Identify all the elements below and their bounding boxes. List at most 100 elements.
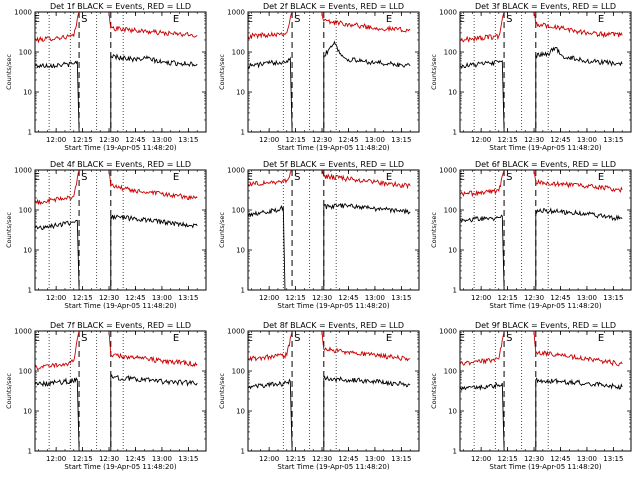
chart-title: Det 6f BLACK = Events, RED = LLD — [475, 160, 616, 169]
y-tick-label: 1000 — [14, 167, 32, 175]
chart-panel: Det 9f BLACK = Events, RED = LLD 1 10 100 10… — [430, 321, 632, 471]
y-tick-label: 1 — [453, 448, 457, 456]
y-axis-label: Counts/sec — [218, 373, 226, 409]
y-tick-label: 100 — [444, 207, 457, 215]
y-tick-label: 100 — [19, 368, 32, 376]
series-group — [35, 170, 198, 290]
phase-marker-label: E — [173, 172, 179, 183]
series-group — [248, 12, 411, 132]
lld-series-line — [35, 12, 198, 44]
y-tick-label: 1 — [241, 129, 245, 137]
x-tick-label: 13:00 — [577, 294, 597, 302]
events-series-line — [35, 53, 198, 132]
x-axis-label: Start Time (19-Apr-05 11:48:20) — [64, 463, 176, 471]
phase-marker-label: S — [81, 172, 87, 183]
plot-frame — [247, 11, 420, 133]
phase-marker-label: E — [386, 14, 392, 25]
lld-series-line — [35, 331, 198, 371]
x-tick-label: 12:15 — [73, 136, 93, 144]
x-axis-label: Start Time (19-Apr-05 11:48:20) — [489, 144, 601, 152]
x-tick-label: 12:45 — [125, 136, 145, 144]
x-tick-label: 13:15 — [391, 294, 411, 302]
x-tick-label: 13:15 — [391, 455, 411, 463]
phase-marker-label: E — [247, 14, 253, 25]
chart-title: Det 4f BLACK = Events, RED = LLD — [50, 160, 191, 169]
x-tick-label: 13:15 — [178, 294, 198, 302]
lld-series-line — [35, 170, 198, 206]
y-tick-label: 100 — [444, 49, 457, 57]
series-group — [460, 331, 623, 451]
y-tick-label: 1000 — [227, 9, 245, 17]
x-tick-label: 12:30 — [312, 294, 332, 302]
phase-marker-label: E — [598, 14, 604, 25]
plot-frame — [459, 11, 632, 133]
x-tick-label: 12:00 — [259, 136, 279, 144]
x-tick-label: 12:00 — [259, 455, 279, 463]
y-tick-label: 1 — [453, 129, 457, 137]
phase-marker-label: E — [386, 172, 392, 183]
y-tick-label: 100 — [232, 207, 245, 215]
y-axis-label: Counts/sec — [218, 212, 226, 248]
x-tick-label: 12:45 — [338, 136, 358, 144]
plot-frame — [247, 169, 420, 291]
y-axis-label: Counts/sec — [218, 54, 226, 90]
plot-frame — [247, 330, 420, 452]
y-tick-label: 100 — [232, 368, 245, 376]
x-tick-label: 12:45 — [338, 455, 358, 463]
chart-title: Det 5f BLACK = Events, RED = LLD — [263, 160, 404, 169]
y-tick-label: 10 — [236, 89, 245, 97]
x-tick-label: 12:30 — [99, 455, 119, 463]
x-tick-label: 12:15 — [73, 455, 93, 463]
y-axis-label: Counts/sec — [430, 212, 438, 248]
series-group — [248, 331, 411, 451]
y-tick-label: 1 — [28, 129, 32, 137]
x-tick-label: 13:15 — [391, 136, 411, 144]
x-tick-label: 12:30 — [524, 136, 544, 144]
x-axis-label: Start Time (19-Apr-05 11:48:20) — [64, 302, 176, 310]
events-series-line — [248, 40, 411, 132]
lld-series-line — [248, 331, 411, 362]
x-axis-label: Start Time (19-Apr-05 11:48:20) — [277, 463, 389, 471]
lld-series-line — [460, 170, 623, 198]
lld-series-line — [248, 170, 411, 190]
phase-marker-label: E — [173, 14, 179, 25]
plot-frame — [459, 169, 632, 291]
phase-marker-label: E — [34, 333, 40, 344]
series-group — [460, 170, 623, 290]
y-tick-label: 100 — [19, 49, 32, 57]
events-series-line — [35, 214, 198, 290]
x-tick-label: 12:00 — [471, 136, 491, 144]
chart-title: Det 7f BLACK = Events, RED = LLD — [50, 321, 191, 330]
chart-title: Det 2f BLACK = Events, RED = LLD — [263, 2, 404, 11]
x-tick-label: 12:15 — [498, 294, 518, 302]
x-tick-label: 13:00 — [365, 294, 385, 302]
phase-marker-label: E — [247, 172, 253, 183]
phase-marker-label: S — [81, 333, 87, 344]
y-axis-label: Counts/sec — [5, 373, 13, 409]
events-series-line — [460, 46, 623, 132]
x-tick-label: 12:00 — [259, 294, 279, 302]
lld-series-line — [460, 12, 623, 43]
series-group — [460, 12, 623, 132]
x-tick-label: 12:30 — [99, 294, 119, 302]
x-tick-label: 12:30 — [312, 455, 332, 463]
x-tick-label: 13:00 — [152, 455, 172, 463]
x-tick-label: 12:00 — [46, 455, 66, 463]
y-tick-label: 10 — [448, 89, 457, 97]
x-tick-label: 13:00 — [152, 136, 172, 144]
lld-series-line — [248, 12, 411, 40]
x-axis-label: Start Time (19-Apr-05 11:48:20) — [489, 463, 601, 471]
y-tick-label: 1000 — [14, 9, 32, 17]
x-tick-label: 12:30 — [312, 136, 332, 144]
x-axis-label: Start Time (19-Apr-05 11:48:20) — [277, 144, 389, 152]
phase-marker-label: E — [247, 333, 253, 344]
y-tick-label: 100 — [19, 207, 32, 215]
chart-title: Det 8f BLACK = Events, RED = LLD — [263, 321, 404, 330]
x-tick-label: 12:15 — [498, 455, 518, 463]
phase-marker-label: E — [598, 333, 604, 344]
y-tick-label: 1 — [28, 287, 32, 295]
events-series-line — [460, 377, 623, 451]
x-tick-label: 12:45 — [338, 294, 358, 302]
chart-panel: Det 1f BLACK = Events, RED = LLD 1 10 100 10… — [5, 2, 207, 152]
